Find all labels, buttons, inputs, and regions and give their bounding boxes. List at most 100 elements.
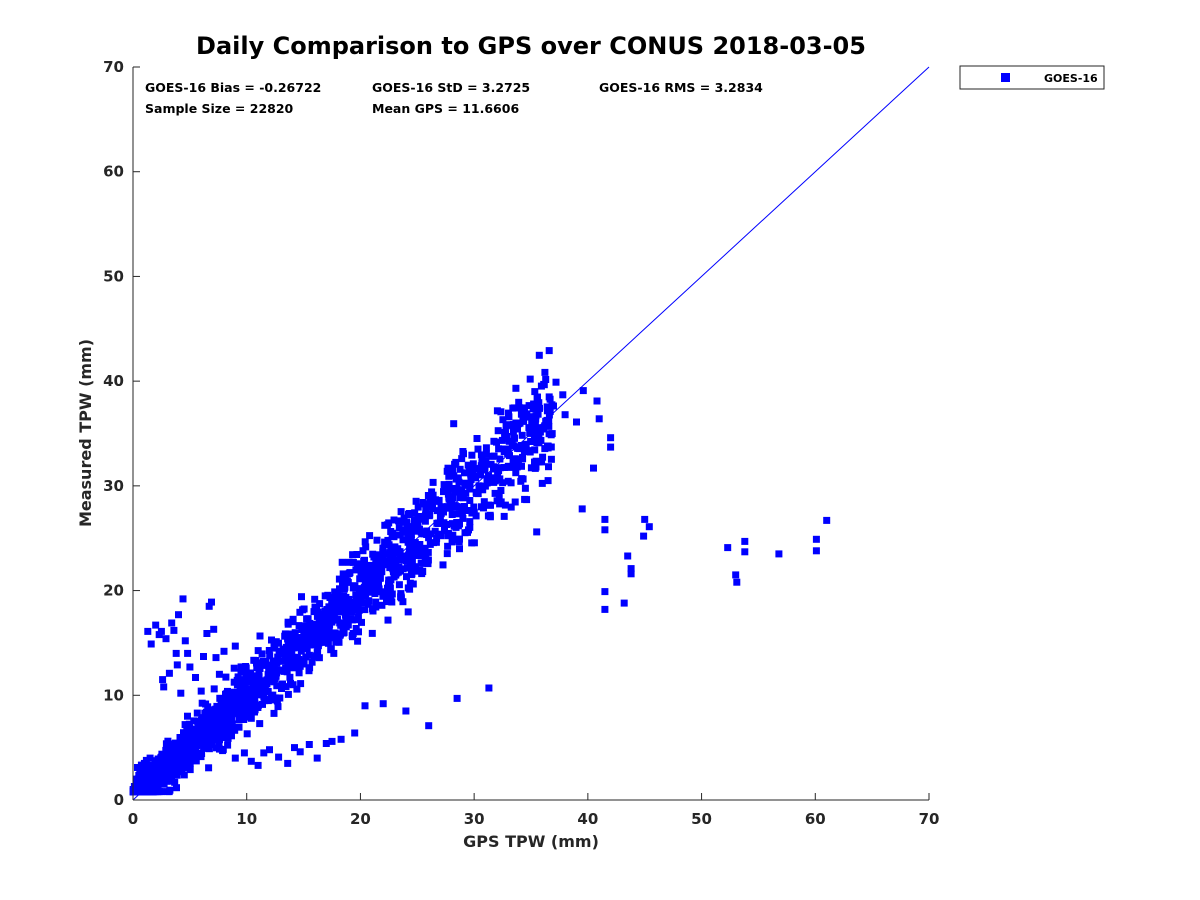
data-point xyxy=(520,448,528,456)
data-point xyxy=(405,551,413,559)
data-point xyxy=(275,639,282,647)
data-point xyxy=(505,437,513,445)
data-point xyxy=(399,536,407,544)
data-point xyxy=(284,634,292,642)
data-point xyxy=(601,588,609,596)
data-point xyxy=(222,673,230,681)
data-point xyxy=(338,601,346,609)
y-axis-label: Measured TPW (mm) xyxy=(76,339,95,527)
data-point xyxy=(469,460,477,468)
data-point xyxy=(431,527,439,535)
data-point xyxy=(361,702,369,710)
data-point xyxy=(379,544,387,552)
data-point xyxy=(362,543,370,551)
data-point xyxy=(390,533,398,541)
data-point xyxy=(223,696,231,704)
data-point xyxy=(448,511,456,518)
data-point xyxy=(416,514,424,522)
data-point xyxy=(519,406,527,414)
data-point xyxy=(353,551,361,558)
data-point xyxy=(535,351,543,359)
data-point xyxy=(478,459,486,467)
data-point xyxy=(534,400,542,408)
data-point xyxy=(823,516,831,524)
data-point xyxy=(607,434,615,442)
data-point xyxy=(236,684,244,692)
data-point xyxy=(219,710,227,718)
data-point xyxy=(219,747,227,755)
data-point xyxy=(200,742,208,750)
data-point xyxy=(538,479,546,487)
data-point xyxy=(300,657,308,665)
data-point xyxy=(278,685,285,692)
data-point xyxy=(521,495,529,503)
data-point xyxy=(217,721,225,729)
data-point xyxy=(421,517,429,525)
data-point xyxy=(243,677,250,685)
data-point xyxy=(531,431,538,439)
data-point xyxy=(279,645,287,653)
data-point xyxy=(542,376,550,383)
data-point xyxy=(495,445,503,453)
data-point xyxy=(329,616,337,624)
data-point xyxy=(620,599,628,607)
data-point xyxy=(396,531,404,539)
data-point xyxy=(177,689,185,697)
data-point xyxy=(407,536,415,544)
data-point xyxy=(354,613,362,621)
data-point xyxy=(189,748,197,756)
data-point xyxy=(228,704,235,712)
data-point xyxy=(357,569,365,577)
data-point xyxy=(495,476,503,483)
data-point xyxy=(495,467,503,475)
reference-line xyxy=(132,66,930,801)
data-point xyxy=(336,619,344,627)
data-point xyxy=(328,596,336,604)
chart-title: Daily Comparison to GPS over CONUS 2018-… xyxy=(196,32,866,60)
data-point xyxy=(252,675,260,683)
data-point xyxy=(162,635,170,643)
data-point xyxy=(491,489,499,497)
data-point xyxy=(487,460,495,468)
data-point xyxy=(271,657,279,665)
data-point xyxy=(227,689,235,697)
x-tick-label: 60 xyxy=(805,810,826,828)
data-point xyxy=(265,696,273,704)
data-point xyxy=(812,547,820,555)
data-point xyxy=(183,761,191,769)
data-point xyxy=(461,469,468,477)
data-point xyxy=(425,722,433,730)
data-point xyxy=(314,648,322,656)
data-point xyxy=(395,581,403,589)
data-point xyxy=(167,756,175,764)
data-point xyxy=(251,706,259,714)
data-point xyxy=(395,517,403,525)
data-point xyxy=(180,729,187,737)
data-point xyxy=(341,607,349,615)
data-point xyxy=(373,536,381,544)
data-point xyxy=(381,521,389,529)
data-point xyxy=(178,746,186,754)
data-point xyxy=(406,543,414,550)
data-point xyxy=(310,633,318,641)
data-point xyxy=(268,636,275,644)
data-point xyxy=(478,503,485,511)
data-point xyxy=(467,472,475,480)
data-point xyxy=(160,683,168,691)
data-point xyxy=(247,697,255,705)
stat-rms: GOES-16 RMS = 3.2834 xyxy=(599,80,763,95)
data-point xyxy=(154,755,162,763)
data-point xyxy=(515,445,523,453)
data-point xyxy=(245,712,253,720)
data-point xyxy=(316,616,324,624)
data-point xyxy=(595,415,603,423)
data-point xyxy=(341,583,349,591)
data-point xyxy=(286,630,294,638)
data-point xyxy=(397,592,405,600)
data-point xyxy=(516,419,524,427)
data-point xyxy=(530,400,538,408)
data-point xyxy=(539,453,547,461)
data-point xyxy=(191,729,199,737)
data-point xyxy=(454,474,462,482)
